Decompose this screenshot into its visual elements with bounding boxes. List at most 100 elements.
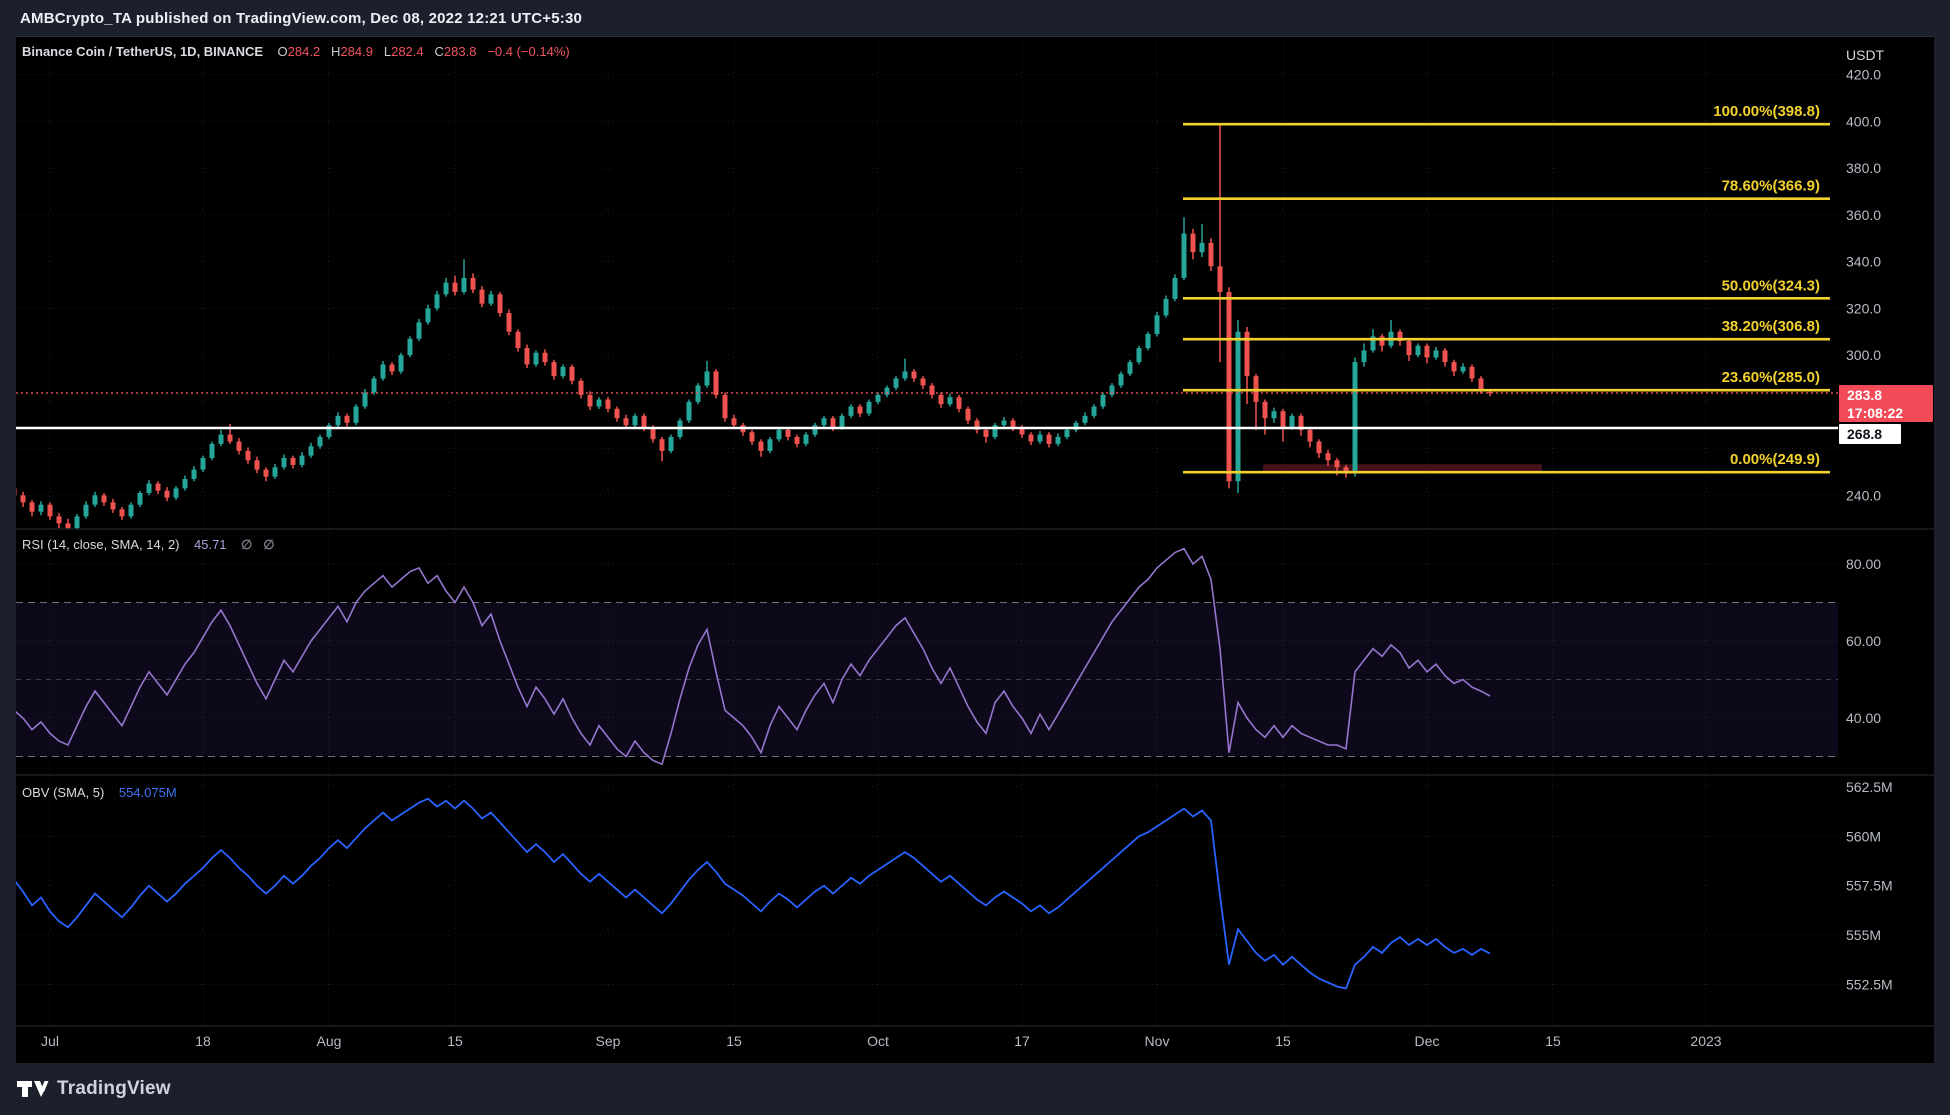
candle (1271, 411, 1277, 419)
price-axis-currency[interactable]: USDT (1846, 47, 1885, 63)
candle (362, 392, 368, 407)
candle (596, 399, 602, 407)
candle (1154, 315, 1160, 335)
price-tick-label[interactable]: 340.0 (1846, 254, 1881, 270)
candle (1199, 242, 1205, 253)
candle (416, 322, 422, 339)
candle (1379, 336, 1385, 346)
candle (407, 338, 413, 356)
candle (434, 294, 440, 309)
chart-area[interactable]: 100.00%(398.8) 78.60%(366.9) 50.00%(324.3)… (16, 36, 1934, 1064)
price-tick-label[interactable]: 320.0 (1846, 300, 1881, 316)
time-tick-label[interactable]: 15 (726, 1033, 742, 1049)
rsi-tick-label[interactable]: 60.00 (1846, 633, 1881, 649)
rsi-band (16, 602, 1838, 757)
time-tick-label[interactable]: 2023 (1690, 1033, 1721, 1049)
time-tick-label[interactable]: Jul (41, 1033, 59, 1049)
price-tick-label[interactable]: 240.0 (1846, 487, 1881, 503)
candle (389, 364, 395, 372)
candle (326, 425, 332, 437)
rsi-tick-label[interactable]: 40.00 (1846, 710, 1881, 726)
price-tick-label[interactable]: 420.0 (1846, 67, 1881, 83)
candle (848, 406, 854, 416)
candle (1280, 411, 1286, 428)
candle (1064, 429, 1070, 437)
ohlc-open-value: 284.2 (287, 44, 321, 59)
obv-tick-label[interactable]: 555M (1846, 927, 1881, 943)
candle (128, 504, 134, 517)
ohlc-close-value: 283.8 (443, 44, 477, 59)
time-tick-label[interactable]: 15 (1545, 1033, 1561, 1049)
candle (353, 406, 359, 423)
candle (641, 415, 647, 428)
price-tick-label[interactable]: 300.0 (1846, 347, 1881, 363)
time-tick-label[interactable]: Oct (867, 1033, 889, 1049)
candle (695, 385, 701, 402)
candle (1091, 406, 1097, 416)
candle (785, 429, 791, 437)
time-tick-label[interactable]: 15 (1275, 1033, 1291, 1049)
symbol-name[interactable]: Binance Coin / TetherUS, 1D, BINANCE (22, 44, 264, 59)
candle (587, 394, 593, 407)
candle (488, 294, 494, 304)
candle (1046, 434, 1052, 444)
time-tick-label[interactable]: Dec (1415, 1033, 1440, 1049)
candle (191, 469, 197, 479)
candle (1352, 362, 1358, 472)
candle (1325, 453, 1331, 461)
current-price-value: 283.8 (1847, 387, 1883, 403)
symbol-legend[interactable]: Binance Coin / TetherUS, 1D, BINANCE O28… (22, 44, 570, 59)
candle (686, 401, 692, 421)
chart-canvas[interactable]: 100.00%(398.8) 78.60%(366.9) 50.00%(324.3)… (16, 37, 1950, 1064)
candle (866, 401, 872, 414)
fib-label: 78.60%(366.9) (1722, 178, 1820, 195)
candle (29, 502, 35, 512)
price-tick-label[interactable]: 380.0 (1846, 160, 1881, 176)
candle (1334, 460, 1340, 468)
candle (704, 371, 710, 386)
rsi-legend[interactable]: RSI (14, close, SMA, 14, 2) 45.71 ∅ ∅ (22, 537, 275, 553)
candle (263, 469, 269, 477)
obv-legend[interactable]: OBV (SMA, 5) 554.075M (22, 785, 177, 800)
rsi-hidden-ma2: ∅ (263, 537, 275, 552)
rsi-line (16, 547, 1491, 766)
tradingview-brand[interactable]: TradingView (57, 1078, 171, 1099)
candle (1001, 420, 1007, 426)
candle (1244, 331, 1250, 377)
time-tick-label[interactable]: 15 (447, 1033, 463, 1049)
candle (1469, 366, 1475, 379)
candle (1037, 434, 1043, 442)
candle (119, 509, 125, 517)
obv-tick-label[interactable]: 552.5M (1846, 976, 1893, 992)
obv-tick-label[interactable]: 557.5M (1846, 878, 1893, 894)
rsi-tick-label[interactable]: 80.00 (1846, 556, 1881, 572)
candle (731, 418, 737, 426)
tradingview-logo-icon[interactable] (15, 1077, 49, 1101)
candle (515, 331, 521, 349)
time-tick-label[interactable]: Nov (1145, 1033, 1170, 1049)
candle (929, 385, 935, 395)
candle (992, 425, 998, 437)
candle (1208, 242, 1214, 267)
current-price-badge: 283.8 17:08:22 (1839, 385, 1933, 422)
candle (173, 488, 179, 498)
candle (425, 308, 431, 323)
obv-tick-label[interactable]: 562.5M (1846, 779, 1893, 795)
candle (1343, 467, 1349, 472)
obv-title[interactable]: OBV (SMA, 5) (22, 785, 105, 800)
candle (1190, 233, 1196, 253)
time-tick-label[interactable]: 17 (1014, 1033, 1030, 1049)
candle (74, 516, 80, 529)
time-tick-label[interactable]: 18 (195, 1033, 211, 1049)
time-tick-label[interactable]: Sep (596, 1033, 621, 1049)
time-tick-label[interactable]: Aug (317, 1033, 342, 1049)
candle (1451, 362, 1457, 372)
candle (47, 504, 53, 517)
candle (893, 378, 899, 388)
rsi-title[interactable]: RSI (14, close, SMA, 14, 2) (22, 537, 180, 552)
obv-tick-label[interactable]: 560M (1846, 828, 1881, 844)
price-tick-label[interactable]: 400.0 (1846, 113, 1881, 129)
candle (965, 408, 971, 421)
price-tick-label[interactable]: 360.0 (1846, 207, 1881, 223)
